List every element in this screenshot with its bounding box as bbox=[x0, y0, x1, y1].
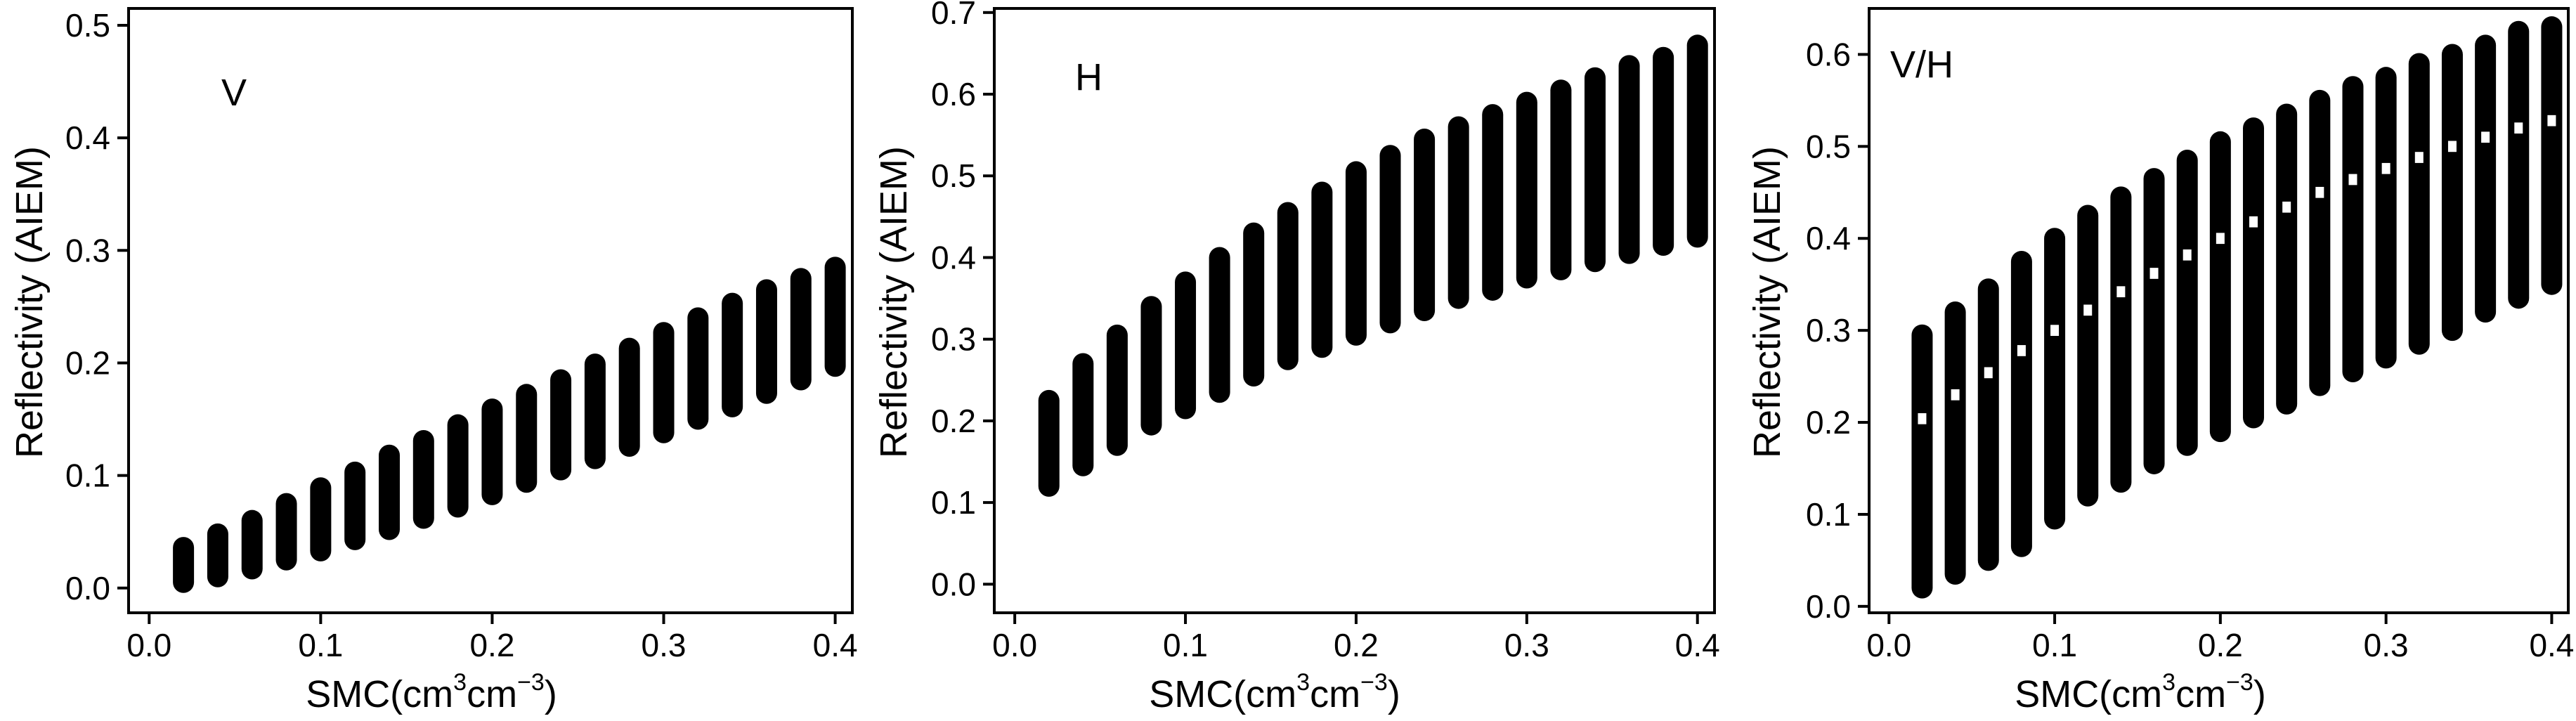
y-tick-label: 0.4 bbox=[931, 239, 976, 275]
y-tick-label: 0.2 bbox=[65, 344, 110, 381]
data-column-gap bbox=[1984, 367, 1993, 379]
data-column-gap bbox=[2149, 268, 2159, 279]
panel-h: H Reflectivity (AIEM) SMC(cm3cm−3) 0.0 0.… bbox=[873, 0, 1720, 715]
plot-frame bbox=[127, 7, 854, 614]
x-tick-label: 0.0 bbox=[992, 627, 1037, 663]
y-tick-label: 0.3 bbox=[65, 232, 110, 268]
y-tick-label: 0.6 bbox=[1806, 36, 1851, 72]
x-tick-label: 0.4 bbox=[2529, 627, 2574, 663]
y-tick-label: 0.5 bbox=[931, 157, 976, 194]
x-tick-label: 0.4 bbox=[1675, 627, 1720, 663]
y-axis-title: Reflectivity (AIEM) bbox=[873, 146, 915, 458]
y-tick-label: 0.1 bbox=[1806, 496, 1851, 533]
y-tick-label: 0.3 bbox=[931, 321, 976, 358]
y-tick-label: 0.1 bbox=[931, 484, 976, 521]
data-column-gap bbox=[2547, 115, 2556, 126]
data-column-gap bbox=[2083, 304, 2093, 316]
x-tick-label: 0.1 bbox=[1163, 627, 1208, 663]
data-column-gap bbox=[2315, 186, 2324, 198]
data-column-gap bbox=[2249, 216, 2258, 228]
x-tick-label: 0.1 bbox=[298, 627, 343, 663]
x-tick-label: 0.0 bbox=[126, 627, 171, 663]
x-axis-title: SMC(cm3cm−3) bbox=[1149, 669, 1400, 715]
x-tick-label: 0.2 bbox=[469, 627, 514, 663]
data-column-gap bbox=[2216, 233, 2225, 245]
plot-frame bbox=[1868, 7, 2570, 614]
y-tick-label: 0.6 bbox=[931, 76, 976, 112]
data-column-gap bbox=[2481, 131, 2490, 143]
data-column-gap bbox=[2183, 249, 2192, 261]
y-tick-label: 0.2 bbox=[1806, 404, 1851, 441]
y-tick-label: 0.1 bbox=[65, 457, 110, 494]
panel-label: H bbox=[1075, 56, 1102, 98]
y-tick-label: 0.5 bbox=[1806, 128, 1851, 164]
y-tick-label: 0.0 bbox=[1806, 588, 1851, 625]
y-tick-label: 0.2 bbox=[931, 403, 976, 439]
x-axis-title: SMC(cm3cm−3) bbox=[2015, 669, 2266, 715]
x-tick-label: 0.3 bbox=[2364, 627, 2409, 663]
x-tick-label: 0.2 bbox=[1334, 627, 1379, 663]
x-tick-label: 0.1 bbox=[2032, 627, 2077, 663]
x-tick-label: 0.3 bbox=[642, 627, 687, 663]
data-column-gap bbox=[2282, 201, 2291, 213]
data-column-gap bbox=[1951, 389, 1960, 401]
data-column-gap bbox=[2381, 162, 2390, 174]
y-tick-label: 0.7 bbox=[931, 0, 976, 31]
x-tick-label: 0.3 bbox=[1504, 627, 1549, 663]
plot-frame bbox=[993, 7, 1716, 614]
y-tick-label: 0.5 bbox=[65, 7, 110, 44]
y-tick-label: 0.0 bbox=[65, 570, 110, 606]
panel-label: V/H bbox=[1890, 44, 1953, 86]
x-axis-title: SMC(cm3cm−3) bbox=[306, 669, 557, 715]
y-axis-title: Reflectivity (AIEM) bbox=[8, 146, 51, 458]
data-column-gap bbox=[2050, 325, 2060, 336]
y-tick-label: 0.0 bbox=[931, 566, 976, 602]
panel-vh: V/H Reflectivity (AIEM) SMC(cm3cm−3) 0.0… bbox=[1746, 7, 2574, 715]
data-column-gap bbox=[2447, 141, 2457, 152]
x-tick-label: 0.4 bbox=[813, 627, 858, 663]
data-column-gap bbox=[2116, 286, 2126, 298]
y-tick-label: 0.4 bbox=[65, 119, 110, 156]
y-tick-label: 0.3 bbox=[1806, 312, 1851, 349]
data-column-gap bbox=[1918, 413, 1927, 424]
data-column-gap bbox=[2017, 345, 2026, 356]
y-axis-title: Reflectivity (AIEM) bbox=[1746, 146, 1788, 458]
x-tick-label: 0.2 bbox=[2198, 627, 2243, 663]
data-column-gap bbox=[2514, 122, 2523, 134]
y-tick-label: 0.4 bbox=[1806, 220, 1851, 256]
data-column-gap bbox=[2348, 174, 2357, 186]
panel-v: V Reflectivity (AIEM) SMC(cm3cm−3) 0.0 0.… bbox=[8, 7, 858, 715]
panel-label: V bbox=[221, 72, 247, 114]
x-tick-label: 0.0 bbox=[1866, 627, 1911, 663]
data-column-gap bbox=[2414, 152, 2424, 163]
